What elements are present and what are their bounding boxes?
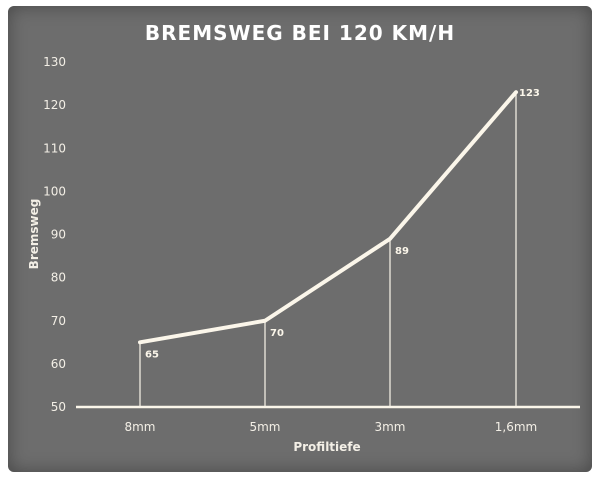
data-label: 65 <box>145 349 159 360</box>
data-label: 89 <box>395 246 409 257</box>
x-axis-ticks: 8mm 5mm 3mm 1,6mm <box>124 420 537 434</box>
drop-lines <box>139 92 517 407</box>
chart-panel <box>8 6 592 472</box>
y-tick-label: 100 <box>43 184 66 198</box>
y-axis-ticks: 50 60 70 80 90 100 110 120 130 <box>43 55 66 414</box>
data-label: 70 <box>270 328 284 339</box>
x-tick-label: 3mm <box>374 420 405 434</box>
y-tick-label: 60 <box>51 357 66 371</box>
x-tick-label: 8mm <box>124 420 155 434</box>
chart-title: BREMSWEG BEI 120 KM/H <box>145 21 455 45</box>
x-tick-label: 5mm <box>249 420 280 434</box>
data-labels: 65 70 89 123 <box>145 88 540 360</box>
y-axis-label: Bremsweg <box>27 199 41 270</box>
x-tick-label: 1,6mm <box>495 420 537 434</box>
series-line <box>138 90 518 345</box>
y-tick-label: 80 <box>51 271 66 285</box>
y-tick-label: 70 <box>51 314 66 328</box>
y-tick-label: 50 <box>51 400 66 414</box>
y-tick-label: 90 <box>51 228 66 242</box>
y-tick-label: 110 <box>43 141 66 155</box>
y-tick-label: 130 <box>43 55 66 69</box>
data-label: 123 <box>519 88 540 99</box>
y-tick-label: 120 <box>43 98 66 112</box>
x-axis-label: Profiltiefe <box>293 440 360 454</box>
